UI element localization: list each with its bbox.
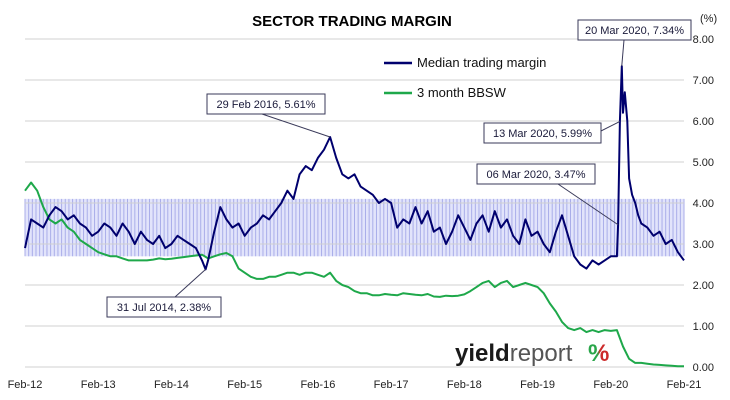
chart-title: SECTOR TRADING MARGIN — [252, 13, 452, 30]
x-tick-label: Feb-15 — [227, 379, 262, 391]
logo-word-yield: yield — [455, 340, 510, 367]
series-line-median — [24, 65, 685, 271]
y-axis-unit-label: (%) — [700, 13, 717, 25]
series-layer — [24, 65, 685, 368]
annotation-leader — [174, 269, 206, 298]
x-tick-label: Feb-21 — [667, 379, 702, 391]
axis-labels: 0.00 1.00 2.00 3.00 4.00 5.00 6.00 7.00 8.00 Feb-… — [8, 34, 714, 391]
legend-label-median: Median trading margin — [417, 55, 546, 70]
yieldreport-logo: yieldreport % — [455, 340, 609, 367]
annotations: 29 Feb 2016, 5.61% 31 Jul 2014, 2.38% 20 M… — [106, 19, 692, 318]
x-tick-label: Feb-19 — [520, 379, 555, 391]
annotation-box — [106, 296, 222, 318]
x-tick-label: Feb-14 — [154, 379, 189, 391]
annotation-leader — [621, 39, 625, 67]
x-tick-label: Feb-12 — [8, 379, 43, 391]
y-tick-label: 1.00 — [693, 321, 714, 333]
annotation-box — [476, 163, 596, 185]
band-layer — [24, 198, 685, 257]
annotation-label: 29 Feb 2016, 5.61% — [216, 99, 315, 111]
legend-label-bbsw: 3 month BBSW — [417, 85, 507, 100]
logo-percent-symbol: % — [588, 340, 609, 367]
y-tick-label: 6.00 — [693, 116, 714, 128]
y-tick-label: 3.00 — [693, 239, 714, 251]
x-tick-label: Feb-20 — [593, 379, 628, 391]
annotation-label: 06 Mar 2020, 3.47% — [486, 169, 585, 181]
annotation-leader — [557, 183, 619, 226]
x-tick-label: Feb-17 — [374, 379, 409, 391]
annotation-box — [206, 93, 326, 115]
x-tick-label: Feb-18 — [447, 379, 482, 391]
annotation-leader — [261, 113, 331, 138]
logo-word-report: report — [510, 340, 573, 367]
series-line-bbsw — [24, 181, 684, 368]
y-tick-label: 0.00 — [693, 362, 714, 374]
y-tick-label: 4.00 — [693, 198, 714, 210]
x-tick-label: Feb-16 — [300, 379, 335, 391]
annotation-box — [483, 122, 602, 144]
annotation-label: 31 Jul 2014, 2.38% — [117, 302, 211, 314]
y-tick-label: 5.00 — [693, 157, 714, 169]
annotation-label: 20 Mar 2020, 7.34% — [585, 25, 684, 37]
grid-layer — [25, 38, 684, 368]
y-tick-label: 2.00 — [693, 280, 714, 292]
x-tick-label: Feb-13 — [81, 379, 116, 391]
y-tick-label: 8.00 — [693, 34, 714, 46]
annotation-label: 13 Mar 2020, 5.99% — [493, 128, 592, 140]
logo-wordmark: yieldreport — [455, 340, 573, 367]
y-tick-label: 7.00 — [693, 75, 714, 87]
legend: Median trading margin 3 month BBSW — [384, 55, 546, 100]
annotation-box — [577, 19, 692, 41]
